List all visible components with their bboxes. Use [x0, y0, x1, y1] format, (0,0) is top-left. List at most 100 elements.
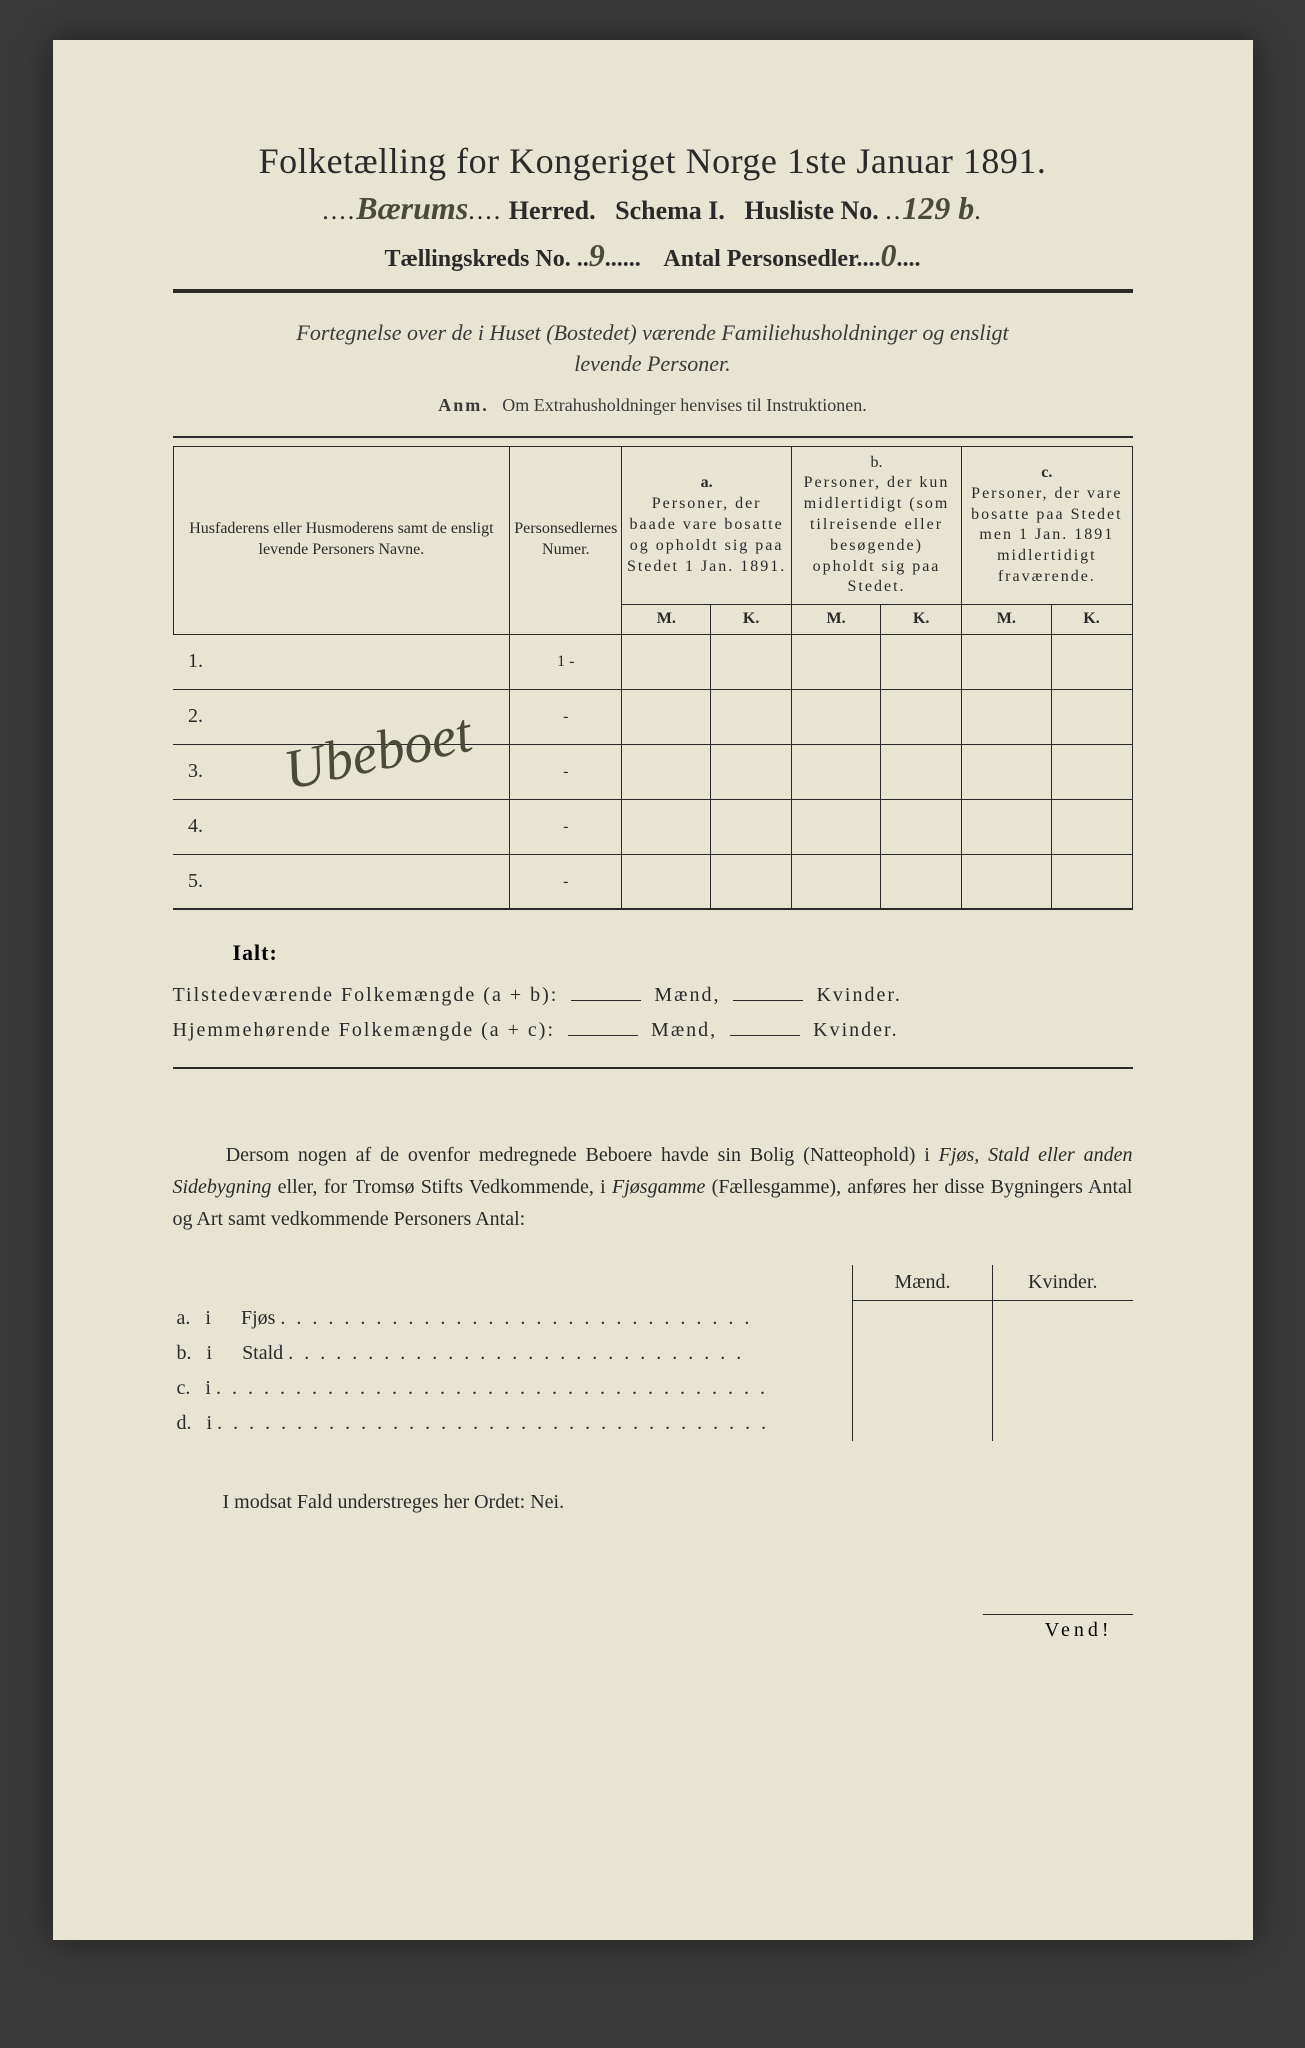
summary-label: Tilstedeværende Folkemængde (a + b): — [173, 984, 559, 1006]
cell — [1051, 744, 1132, 799]
ialt-label: Ialt: — [233, 940, 1133, 966]
cell — [881, 634, 962, 689]
subtitle-line2: levende Personer. — [574, 351, 730, 376]
blank — [571, 1000, 641, 1001]
dots-trailer: .... — [468, 196, 502, 225]
building-row: d. i . . . . . . . . . . . . . . . . . .… — [173, 1406, 1133, 1441]
val-m — [853, 1301, 993, 1336]
maend-label: Mænd, — [654, 984, 720, 1006]
row-i: i — [207, 1342, 213, 1364]
row-letter: b. — [177, 1342, 192, 1364]
row-letter: a. — [177, 1307, 191, 1329]
cell — [962, 689, 1051, 744]
dots-fill: . . . . . . . . . . . . . . . . . . . . … — [288, 1342, 744, 1364]
cell — [791, 634, 880, 689]
col-names-text: Husfaderens eller Husmoderens samt de en… — [189, 520, 493, 558]
empty-cell — [173, 1265, 853, 1301]
cell — [962, 634, 1051, 689]
census-table: Husfaderens eller Husmoderens samt de en… — [173, 446, 1133, 911]
cell — [711, 634, 792, 689]
herred-label: Herred. — [509, 196, 596, 225]
page-title: Folketælling for Kongeriget Norge 1ste J… — [173, 140, 1133, 182]
cell — [711, 854, 792, 909]
header-row-1: ....Bærums.... Herred. Schema I. Huslist… — [173, 190, 1133, 227]
cell — [962, 854, 1051, 909]
col-header-a: a. Personer, der baade vare bosatte og o… — [622, 446, 792, 605]
row-i: i — [207, 1412, 213, 1434]
vend-label: Vend! — [983, 1614, 1133, 1642]
col-b-label: b. — [871, 454, 883, 471]
cell — [1051, 634, 1132, 689]
mk-header: K. — [1051, 605, 1132, 635]
mk-header: M. — [622, 605, 711, 635]
cell — [622, 854, 711, 909]
census-form-page: Folketælling for Kongeriget Norge 1ste J… — [53, 40, 1253, 1940]
row-numer: - — [510, 689, 622, 744]
dots: . — [974, 196, 983, 225]
row-numer: 1 - — [510, 634, 622, 689]
buildings-head-k: Kvinder. — [993, 1265, 1133, 1301]
col-a-text: Personer, der baade vare bosatte og opho… — [627, 495, 786, 574]
dots-fill: . . . . . . . . . . . . . . . . . . . . … — [217, 1412, 769, 1434]
col-c-text: Personer, der vare bosatte paa Stedet me… — [971, 485, 1123, 585]
cell — [791, 744, 880, 799]
dots: .... — [897, 246, 921, 272]
cell — [1051, 854, 1132, 909]
col-header-numer: Personsedlernes Numer. — [510, 446, 622, 634]
dots: .... — [857, 246, 881, 272]
table-row: 4. - — [173, 799, 1132, 854]
col-header-names: Husfaderens eller Husmoderens samt de en… — [173, 446, 510, 634]
building-label: d. i . . . . . . . . . . . . . . . . . .… — [173, 1406, 853, 1441]
building-row: c. i . . . . . . . . . . . . . . . . . .… — [173, 1371, 1133, 1406]
val-k — [993, 1371, 1133, 1406]
kreds-label: Tællingskreds No. — [384, 246, 570, 272]
row-number: 4. — [173, 799, 510, 854]
row-letter: c. — [177, 1377, 191, 1399]
sedler-label: Antal Personsedler — [663, 246, 856, 272]
mk-header: K. — [711, 605, 792, 635]
summary-line-present: Tilstedeværende Folkemængde (a + b): Mæn… — [173, 984, 1133, 1007]
cell — [962, 744, 1051, 799]
row-number: 2. — [173, 689, 510, 744]
row-number: 3. — [173, 744, 510, 799]
header-row-2: Tællingskreds No. ..9...... Antal Person… — [173, 237, 1133, 274]
col-header-c: c. Personer, der vare bosatte paa Stedet… — [962, 446, 1132, 605]
kvinder-label: Kvinder. — [816, 984, 901, 1006]
herred-value: Bærums — [356, 190, 468, 227]
buildings-table: Mænd. Kvinder. a. i Fjøs . . . . . . . .… — [173, 1265, 1133, 1441]
subtitle: Fortegnelse over de i Huset (Bostedet) v… — [173, 318, 1133, 380]
husliste-label: Husliste No. — [744, 196, 878, 225]
cell — [1051, 799, 1132, 854]
nei-line: I modsat Fald understreges her Ordet: Ne… — [223, 1491, 1133, 1514]
anm-text: Om Extrahusholdninger henvises til Instr… — [502, 395, 866, 415]
anm-note: Anm. Om Extrahusholdninger henvises til … — [173, 395, 1133, 416]
divider — [173, 289, 1133, 293]
building-label: c. i . . . . . . . . . . . . . . . . . .… — [173, 1371, 853, 1406]
sedler-value: 0 — [881, 237, 897, 274]
table-row: 3. - — [173, 744, 1132, 799]
summary-label: Hjemmehørende Folkemængde (a + c): — [173, 1019, 556, 1041]
cell — [711, 689, 792, 744]
table-row: 5. - — [173, 854, 1132, 909]
kvinder-label: Kvinder. — [813, 1019, 898, 1041]
row-number: 1. — [173, 634, 510, 689]
building-row: b. i Stald . . . . . . . . . . . . . . .… — [173, 1336, 1133, 1371]
dots: .. — [885, 196, 902, 225]
cell — [711, 799, 792, 854]
dots-fill: . . . . . . . . . . . . . . . . . . . . … — [216, 1377, 768, 1399]
anm-label: Anm. — [438, 395, 489, 415]
val-k — [993, 1336, 1133, 1371]
schema-label: Schema I. — [615, 196, 725, 225]
val-m — [853, 1371, 993, 1406]
row-numer: - — [510, 744, 622, 799]
building-label: b. i Stald . . . . . . . . . . . . . . .… — [173, 1336, 853, 1371]
subtitle-line1: Fortegnelse over de i Huset (Bostedet) v… — [296, 320, 1008, 345]
maend-label: Mænd, — [651, 1019, 717, 1041]
cell — [622, 689, 711, 744]
cell — [711, 744, 792, 799]
row-number: 5. — [173, 854, 510, 909]
row-label: Stald — [242, 1342, 283, 1364]
cell — [881, 799, 962, 854]
row-label: Fjøs — [241, 1307, 275, 1329]
val-m — [853, 1406, 993, 1441]
